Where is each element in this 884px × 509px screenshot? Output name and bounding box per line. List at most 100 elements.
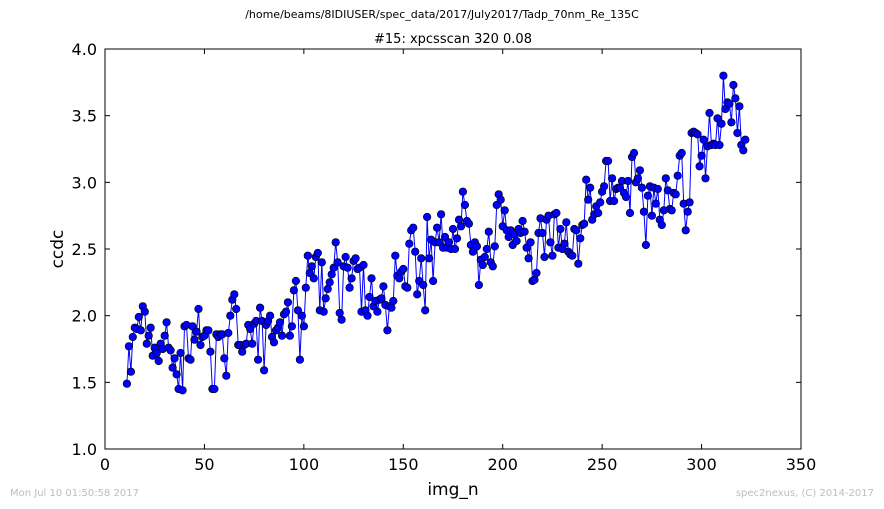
data-point xyxy=(526,238,535,247)
data-point xyxy=(651,199,660,208)
data-point xyxy=(695,162,704,171)
data-point xyxy=(584,195,593,204)
data-point xyxy=(347,274,356,283)
data-point xyxy=(321,294,330,303)
x-tick-label: 300 xyxy=(686,455,717,474)
data-point xyxy=(582,175,591,184)
data-point xyxy=(639,207,649,216)
data-point xyxy=(333,258,342,267)
data-point xyxy=(556,224,565,234)
data-point xyxy=(222,371,231,380)
data-point xyxy=(307,262,316,271)
data-point xyxy=(256,303,265,312)
data-point xyxy=(176,348,185,358)
data-point xyxy=(413,290,422,299)
x-tick-label: 150 xyxy=(388,455,419,474)
data-point xyxy=(359,260,368,270)
data-point xyxy=(725,99,734,108)
data-point xyxy=(178,386,187,395)
data-point xyxy=(144,331,153,340)
data-point xyxy=(365,292,374,302)
data-point xyxy=(317,258,326,267)
data-point xyxy=(345,283,354,292)
data-point xyxy=(351,254,360,263)
data-point xyxy=(693,130,702,139)
data-point xyxy=(363,311,372,320)
data-point xyxy=(419,280,428,290)
data-point xyxy=(623,176,633,186)
data-point xyxy=(490,242,499,251)
data-point xyxy=(621,192,631,202)
data-point xyxy=(574,259,583,268)
data-point xyxy=(281,307,291,316)
data-point xyxy=(635,166,645,175)
data-point xyxy=(524,254,533,263)
data-point xyxy=(733,128,742,138)
data-point xyxy=(450,244,460,254)
data-point xyxy=(417,254,426,263)
data-point xyxy=(142,339,151,348)
data-point xyxy=(391,251,400,260)
data-point xyxy=(603,156,613,166)
data-point xyxy=(717,119,726,128)
x-tick-label: 250 xyxy=(587,455,618,474)
data-point xyxy=(166,346,175,355)
y-tick-label: 1.5 xyxy=(72,373,97,392)
data-point xyxy=(731,94,740,103)
data-point xyxy=(482,244,491,254)
footer-timestamp: Mon Jul 10 01:50:58 2017 xyxy=(10,488,139,499)
data-point xyxy=(379,282,388,291)
data-point xyxy=(405,239,414,248)
data-point xyxy=(681,226,690,235)
data-point xyxy=(387,303,396,312)
data-point xyxy=(729,80,738,90)
data-point xyxy=(377,294,386,303)
data-point xyxy=(458,187,468,196)
data-point xyxy=(194,304,203,314)
data-point xyxy=(699,135,708,144)
data-point xyxy=(562,218,571,227)
data-point xyxy=(653,184,662,194)
data-point xyxy=(230,290,239,299)
data-point xyxy=(532,268,541,278)
x-tick-label: 350 xyxy=(786,455,817,474)
data-point xyxy=(341,252,350,262)
data-point xyxy=(232,304,241,314)
data-point xyxy=(697,151,706,160)
data-point xyxy=(409,223,418,232)
data-point xyxy=(337,315,346,324)
plot-title: #15: xpcsscan 320 0.08 xyxy=(374,32,532,47)
data-point xyxy=(411,247,420,256)
data-point xyxy=(568,251,577,260)
data-point xyxy=(596,198,605,207)
data-point xyxy=(480,252,489,262)
data-point xyxy=(572,226,581,235)
footer-credit: spec2nexus, (C) 2014-2017 xyxy=(735,488,874,499)
data-point xyxy=(297,311,307,320)
data-point xyxy=(437,210,446,219)
data-point xyxy=(277,331,287,340)
data-point xyxy=(671,190,680,199)
data-point xyxy=(625,208,635,218)
data-point xyxy=(254,355,263,364)
data-point xyxy=(134,312,143,322)
data-point xyxy=(657,220,666,230)
data-point xyxy=(456,222,466,231)
x-tick-label: 100 xyxy=(289,455,320,474)
data-point xyxy=(661,174,670,183)
x-tick-label: 200 xyxy=(487,455,518,474)
data-point xyxy=(325,278,334,287)
data-point xyxy=(285,331,295,340)
data-point xyxy=(548,251,557,260)
data-point xyxy=(291,276,301,286)
data-point xyxy=(421,306,430,315)
data-point xyxy=(448,224,458,234)
data-point xyxy=(162,318,171,327)
data-point xyxy=(331,238,340,247)
x-tick-label: 50 xyxy=(194,455,214,474)
data-point xyxy=(452,234,462,243)
data-point xyxy=(546,238,555,247)
data-point xyxy=(283,298,293,307)
data-point xyxy=(552,208,561,218)
data-point xyxy=(343,263,352,272)
